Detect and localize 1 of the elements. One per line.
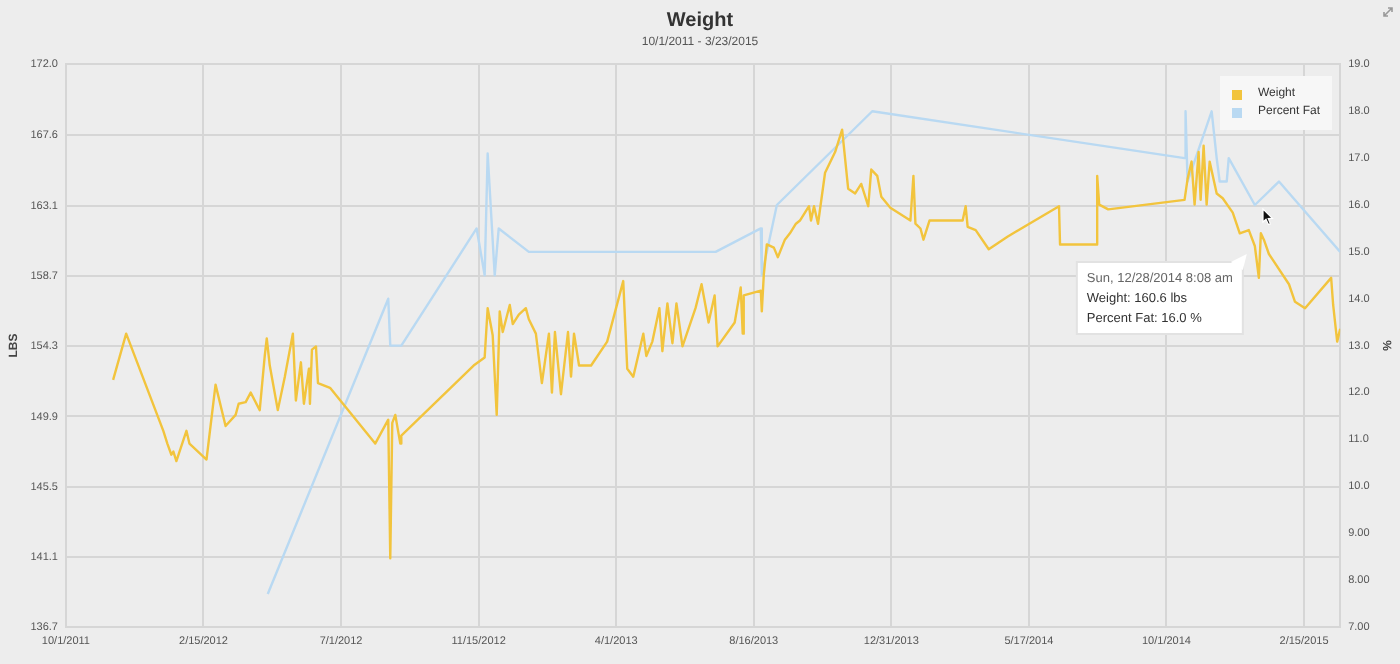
chart-title: Weight [666, 9, 735, 32]
